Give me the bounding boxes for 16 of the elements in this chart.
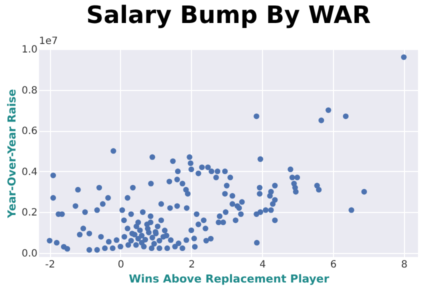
y-tick-label: 0.4 [22, 166, 38, 178]
x-tick-label: 6 [330, 260, 337, 270]
y-axis-title: Year-Over-Year Raise [6, 89, 19, 219]
text: 1e7 [39, 36, 58, 47]
y-tick-label: 0.8 [22, 85, 38, 96]
x-tick-label: 8 [401, 260, 408, 270]
x-axis-title: Wins Above Replacement Player [128, 272, 330, 286]
chart-title: Salary Bump By WAR [86, 1, 371, 29]
x-tick-label: 0 [118, 260, 124, 270]
y-tick-label: 0.2 [22, 208, 38, 219]
y-tick-label: 0.6 [22, 126, 38, 138]
x-tick-label: 2 [188, 260, 195, 270]
x-tick-label: 4 [259, 260, 266, 270]
y-tick-label: 1.0 [22, 44, 38, 56]
y-tick-label: 0.0 [22, 248, 38, 260]
x-tick-label: -2 [45, 260, 56, 270]
